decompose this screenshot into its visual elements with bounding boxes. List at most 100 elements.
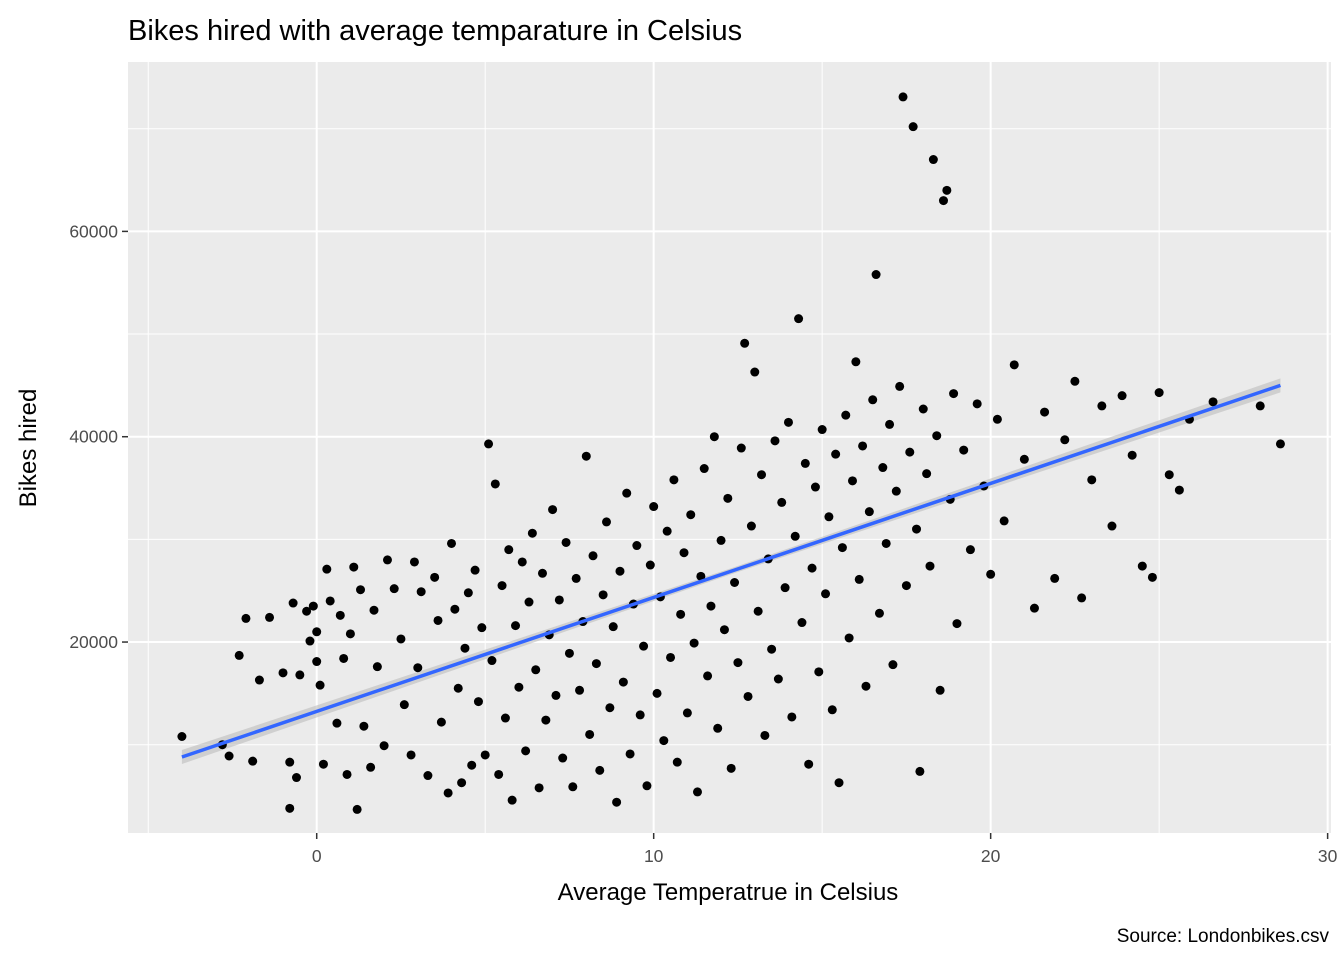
data-point <box>777 497 787 507</box>
data-point <box>773 674 783 684</box>
data-point <box>595 765 605 775</box>
data-point <box>494 769 504 779</box>
data-point <box>676 609 686 619</box>
data-point <box>625 749 635 759</box>
data-point <box>703 671 713 681</box>
data-point <box>1174 485 1184 495</box>
data-point <box>504 545 514 555</box>
data-point <box>858 441 868 451</box>
y-axis-ticks: 20000 40000 60000 <box>69 221 128 652</box>
data-point <box>406 750 416 760</box>
data-point <box>598 590 608 600</box>
data-point <box>241 613 251 623</box>
data-point <box>770 436 780 446</box>
data-point <box>507 795 517 805</box>
data-point <box>345 629 355 639</box>
data-point <box>224 751 234 761</box>
data-point <box>645 560 655 570</box>
data-point <box>783 417 793 427</box>
x-axis-title: Average Temperatrue in Celsius <box>558 879 899 906</box>
data-point <box>575 685 585 695</box>
data-point <box>430 572 440 582</box>
data-point <box>517 557 527 567</box>
data-point <box>682 708 692 718</box>
data-point <box>339 653 349 663</box>
x-tick-label: 30 <box>1318 846 1338 866</box>
y-tick-label: 40000 <box>69 427 118 447</box>
data-point <box>723 493 733 503</box>
major-gridlines <box>128 62 1331 833</box>
data-point <box>1137 561 1147 571</box>
data-point <box>285 803 295 813</box>
data-point <box>265 612 275 622</box>
data-point <box>416 587 426 597</box>
data-point <box>740 338 750 348</box>
data-point <box>1019 454 1029 464</box>
y-tick-label: 60000 <box>69 221 118 241</box>
data-point <box>622 488 632 498</box>
data-point <box>804 759 814 769</box>
trend-line <box>181 383 1282 759</box>
data-point <box>554 595 564 605</box>
data-point <box>834 778 844 788</box>
data-point <box>878 463 888 473</box>
data-point <box>1154 388 1164 398</box>
y-axis-title: Bikes hired <box>15 389 42 508</box>
data-point <box>686 510 696 520</box>
data-point <box>1070 376 1080 386</box>
data-point <box>396 634 406 644</box>
data-point <box>881 538 891 548</box>
data-point <box>531 665 541 675</box>
data-point <box>854 574 864 584</box>
data-point <box>844 633 854 643</box>
x-tick-label: 0 <box>312 846 322 866</box>
data-point <box>605 703 615 713</box>
data-point <box>1077 593 1087 603</box>
data-point <box>787 712 797 722</box>
data-point <box>1060 435 1070 445</box>
data-point <box>312 657 322 667</box>
data-point <box>335 610 345 620</box>
data-point <box>470 565 480 575</box>
data-point <box>891 486 901 496</box>
data-point <box>868 395 878 405</box>
data-point <box>308 601 318 611</box>
data-point <box>649 502 659 512</box>
data-point <box>1208 397 1218 407</box>
data-point <box>706 601 716 611</box>
data-point <box>315 680 325 690</box>
data-point <box>278 668 288 678</box>
data-point <box>861 681 871 691</box>
data-point <box>635 710 645 720</box>
data-point <box>757 470 767 480</box>
data-point <box>901 581 911 591</box>
data-point <box>551 690 561 700</box>
data-point <box>807 563 817 573</box>
data-point <box>288 598 298 608</box>
data-point <box>349 562 359 572</box>
data-point <box>767 644 777 654</box>
data-point <box>423 771 433 781</box>
data-point <box>602 517 612 527</box>
data-point <box>669 475 679 485</box>
data-point <box>527 528 537 538</box>
data-point <box>1255 401 1265 411</box>
chart-title: Bikes hired with average temparature in … <box>128 15 742 47</box>
data-point <box>568 782 578 792</box>
data-point <box>467 760 477 770</box>
data-point <box>450 604 460 614</box>
data-point <box>541 715 551 725</box>
x-tick-label: 20 <box>981 846 1001 866</box>
data-point <box>912 524 922 534</box>
data-point <box>1029 603 1039 613</box>
data-point <box>679 548 689 558</box>
data-point <box>999 516 1009 526</box>
data-point <box>790 531 800 541</box>
data-point <box>1009 360 1019 370</box>
data-point <box>453 683 463 693</box>
data-point <box>484 439 494 449</box>
data-point <box>1117 391 1127 401</box>
data-point <box>986 569 996 579</box>
y-tick-label: 20000 <box>69 632 118 652</box>
